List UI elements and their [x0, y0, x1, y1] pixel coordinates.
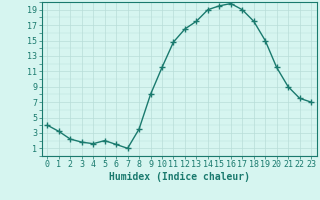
X-axis label: Humidex (Indice chaleur): Humidex (Indice chaleur) — [109, 172, 250, 182]
